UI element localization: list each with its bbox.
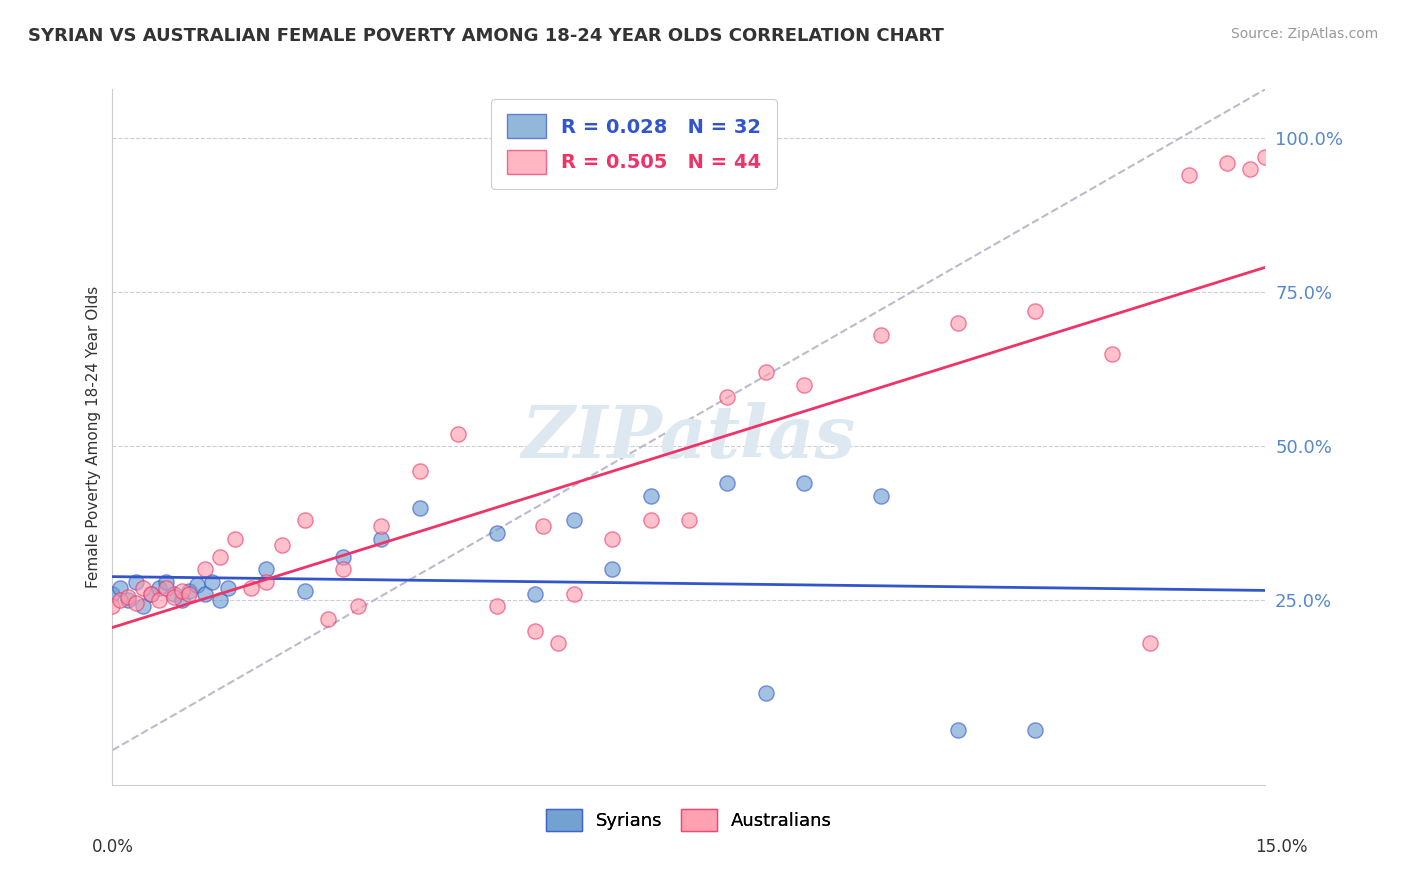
Point xyxy=(640,513,662,527)
Point xyxy=(139,587,162,601)
Point xyxy=(239,581,262,595)
Point xyxy=(194,562,217,576)
Point xyxy=(409,464,432,478)
Text: 0.0%: 0.0% xyxy=(91,838,134,856)
Point xyxy=(155,574,177,589)
Point xyxy=(1239,162,1261,177)
Text: ZIPatlas: ZIPatlas xyxy=(522,401,856,473)
Point xyxy=(1024,723,1046,737)
Point xyxy=(294,513,316,527)
Point xyxy=(409,500,432,515)
Point xyxy=(101,587,124,601)
Point xyxy=(485,599,508,614)
Point xyxy=(254,574,277,589)
Point xyxy=(1139,636,1161,650)
Point xyxy=(640,489,662,503)
Point xyxy=(716,390,738,404)
Point xyxy=(201,574,224,589)
Point xyxy=(370,532,392,546)
Point xyxy=(139,587,162,601)
Point xyxy=(1101,347,1123,361)
Point xyxy=(370,519,392,533)
Point xyxy=(117,590,139,604)
Point xyxy=(179,584,201,599)
Point xyxy=(294,584,316,599)
Text: Source: ZipAtlas.com: Source: ZipAtlas.com xyxy=(1230,27,1378,41)
Point xyxy=(224,532,246,546)
Point xyxy=(101,599,124,614)
Point xyxy=(485,525,508,540)
Point xyxy=(755,685,778,699)
Point xyxy=(946,316,969,330)
Point xyxy=(562,587,585,601)
Point xyxy=(155,581,177,595)
Point xyxy=(179,587,201,601)
Point xyxy=(1024,303,1046,318)
Point xyxy=(170,593,193,607)
Point xyxy=(163,587,186,601)
Point xyxy=(524,624,547,638)
Point xyxy=(163,590,186,604)
Point xyxy=(332,562,354,576)
Point xyxy=(316,612,339,626)
Point xyxy=(209,550,232,565)
Point xyxy=(716,476,738,491)
Point xyxy=(148,581,170,595)
Point xyxy=(1216,156,1239,170)
Point xyxy=(124,574,146,589)
Point xyxy=(186,578,208,592)
Point xyxy=(108,581,131,595)
Point xyxy=(332,550,354,565)
Point xyxy=(124,596,146,610)
Point xyxy=(108,593,131,607)
Point xyxy=(209,593,232,607)
Text: SYRIAN VS AUSTRALIAN FEMALE POVERTY AMONG 18-24 YEAR OLDS CORRELATION CHART: SYRIAN VS AUSTRALIAN FEMALE POVERTY AMON… xyxy=(28,27,943,45)
Y-axis label: Female Poverty Among 18-24 Year Olds: Female Poverty Among 18-24 Year Olds xyxy=(86,286,101,588)
Point xyxy=(946,723,969,737)
Point xyxy=(793,377,815,392)
Point xyxy=(870,328,893,343)
Point xyxy=(870,489,893,503)
Text: 15.0%: 15.0% xyxy=(1256,838,1308,856)
Point xyxy=(755,366,778,380)
Point xyxy=(562,513,585,527)
Point xyxy=(600,532,623,546)
Point xyxy=(117,593,139,607)
Point xyxy=(447,427,470,442)
Point xyxy=(347,599,370,614)
Point xyxy=(1177,169,1199,183)
Point xyxy=(132,599,155,614)
Point xyxy=(194,587,217,601)
Point xyxy=(793,476,815,491)
Point xyxy=(1254,150,1277,164)
Point xyxy=(217,581,239,595)
Point xyxy=(254,562,277,576)
Point xyxy=(600,562,623,576)
Point xyxy=(148,593,170,607)
Point xyxy=(678,513,700,527)
Point xyxy=(270,538,292,552)
Legend: Syrians, Australians: Syrians, Australians xyxy=(531,795,846,846)
Point xyxy=(547,636,569,650)
Point xyxy=(132,581,155,595)
Point xyxy=(524,587,547,601)
Point xyxy=(170,584,193,599)
Point xyxy=(531,519,554,533)
